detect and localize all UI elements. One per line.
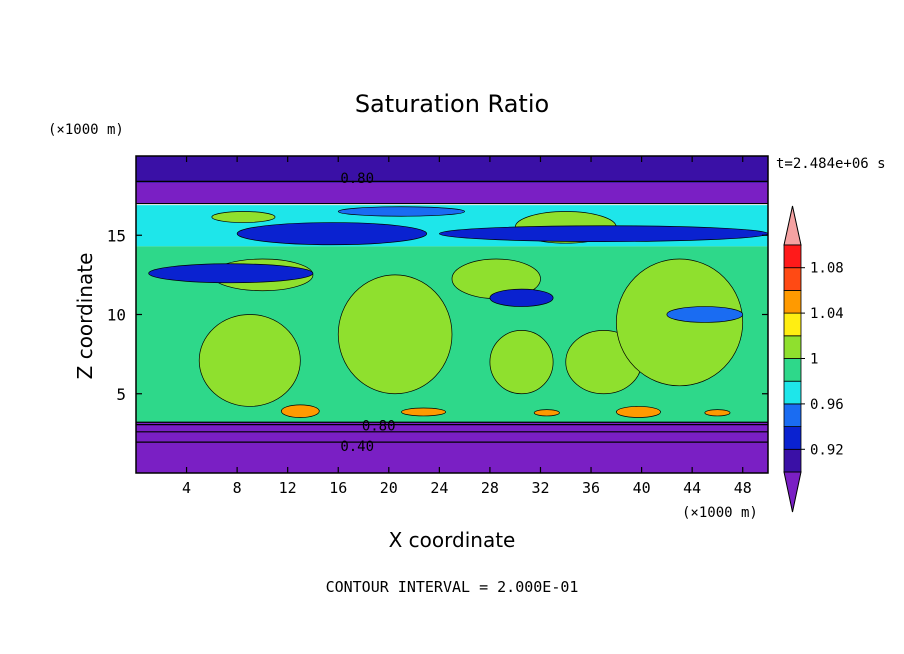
heatmap-field: [136, 156, 768, 473]
y-axis-label: Z coordinate: [73, 253, 97, 380]
field-layer: [136, 156, 768, 183]
x-tick-label: 24: [430, 479, 448, 497]
x-tick-label: 48: [734, 479, 752, 497]
field-region: [211, 211, 276, 223]
x-tick-label: 12: [279, 479, 297, 497]
colorbar-swatch: [783, 380, 802, 405]
field-layer: [136, 422, 768, 473]
contour-lines: [136, 180, 768, 443]
y-axis: 5 10 15: [107, 226, 768, 404]
colorbar-swatch: [783, 403, 802, 427]
contour-label: 0.80: [340, 171, 374, 187]
y-tick-label: 15: [107, 226, 126, 245]
x-axis-label: X coordinate: [389, 528, 516, 552]
colorbar-label: 1.04: [810, 306, 844, 322]
x-tick-label: 36: [582, 479, 600, 497]
field-region: [666, 306, 744, 323]
field-region: [533, 409, 560, 417]
y-tick-label: 5: [116, 385, 126, 404]
contour-interval-note: CONTOUR INTERVAL = 2.000E-01: [326, 578, 579, 596]
time-label: t=2.484e+06 s: [776, 156, 886, 172]
contour-labels: 0.80 0.80 0.40: [340, 171, 395, 455]
colorbar-swatch: [783, 312, 802, 337]
colorbar-swatch: [783, 358, 802, 382]
colorbar-swatch: [783, 426, 802, 450]
x-tick-label: 44: [683, 479, 701, 497]
x-tick-label: 40: [633, 479, 651, 497]
colorbar-swatch: [783, 448, 802, 473]
y-tick-label: 10: [107, 306, 126, 325]
colorbar-over-triangle: [783, 205, 802, 246]
field-region: [236, 222, 428, 246]
field-region: [615, 258, 744, 387]
y-units-label: (×1000 m): [48, 122, 124, 138]
colorbar-label: 1: [810, 352, 818, 368]
field-region: [401, 407, 447, 417]
field-region: [615, 406, 661, 418]
field-region: [489, 288, 554, 307]
x-tick-label: 28: [481, 479, 499, 497]
x-tick-label: 32: [531, 479, 549, 497]
field-layer: [136, 182, 768, 204]
field-region: [148, 263, 314, 284]
x-units-label: (×1000 m): [682, 505, 758, 521]
field-region: [337, 206, 465, 217]
contour-label: 0.40: [340, 439, 374, 455]
field-region: [198, 314, 301, 407]
colorbar-label: 1.08: [810, 261, 844, 277]
colorbar-swatch: [783, 267, 802, 291]
field-region: [489, 329, 554, 395]
field-region: [704, 409, 731, 417]
colorbar-label: 0.92: [810, 442, 844, 458]
colorbar: 0.92 0.96 1 1.04 1.08: [783, 205, 844, 513]
field-region: [439, 225, 768, 242]
contour-label: 0.80: [362, 418, 396, 434]
colorbar-label: 0.96: [810, 397, 844, 413]
x-tick-label: 4: [182, 479, 191, 497]
colorbar-swatch: [783, 335, 802, 359]
x-tick-label: 8: [233, 479, 242, 497]
x-tick-label: 20: [380, 479, 398, 497]
colorbar-swatch: [783, 289, 802, 314]
chart-title: Saturation Ratio: [355, 90, 549, 118]
x-axis: 4 8 12 16 20 24 28 32 36 40 44 48: [182, 156, 752, 497]
field-region: [337, 274, 453, 395]
colorbar-under-triangle: [783, 471, 802, 513]
field-region: [281, 404, 320, 418]
x-tick-label: 16: [329, 479, 347, 497]
colorbar-swatch: [783, 244, 802, 269]
